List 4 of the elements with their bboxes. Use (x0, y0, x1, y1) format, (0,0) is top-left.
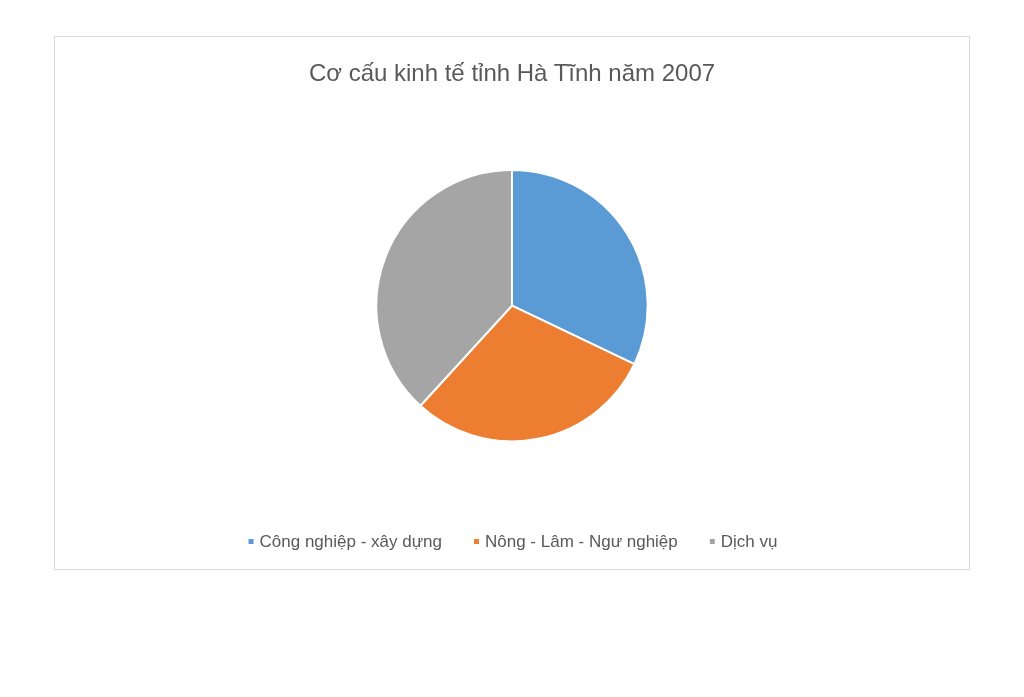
legend-label: Dịch vụ (720, 532, 778, 551)
legend-label: Công nghiệp - xây dựng (259, 532, 442, 551)
chart-title: Cơ cấu kinh tế tỉnh Hà Tĩnh năm 2007 (308, 58, 716, 86)
legend-label: Nông - Lâm - Ngư nghiệp (484, 532, 678, 551)
